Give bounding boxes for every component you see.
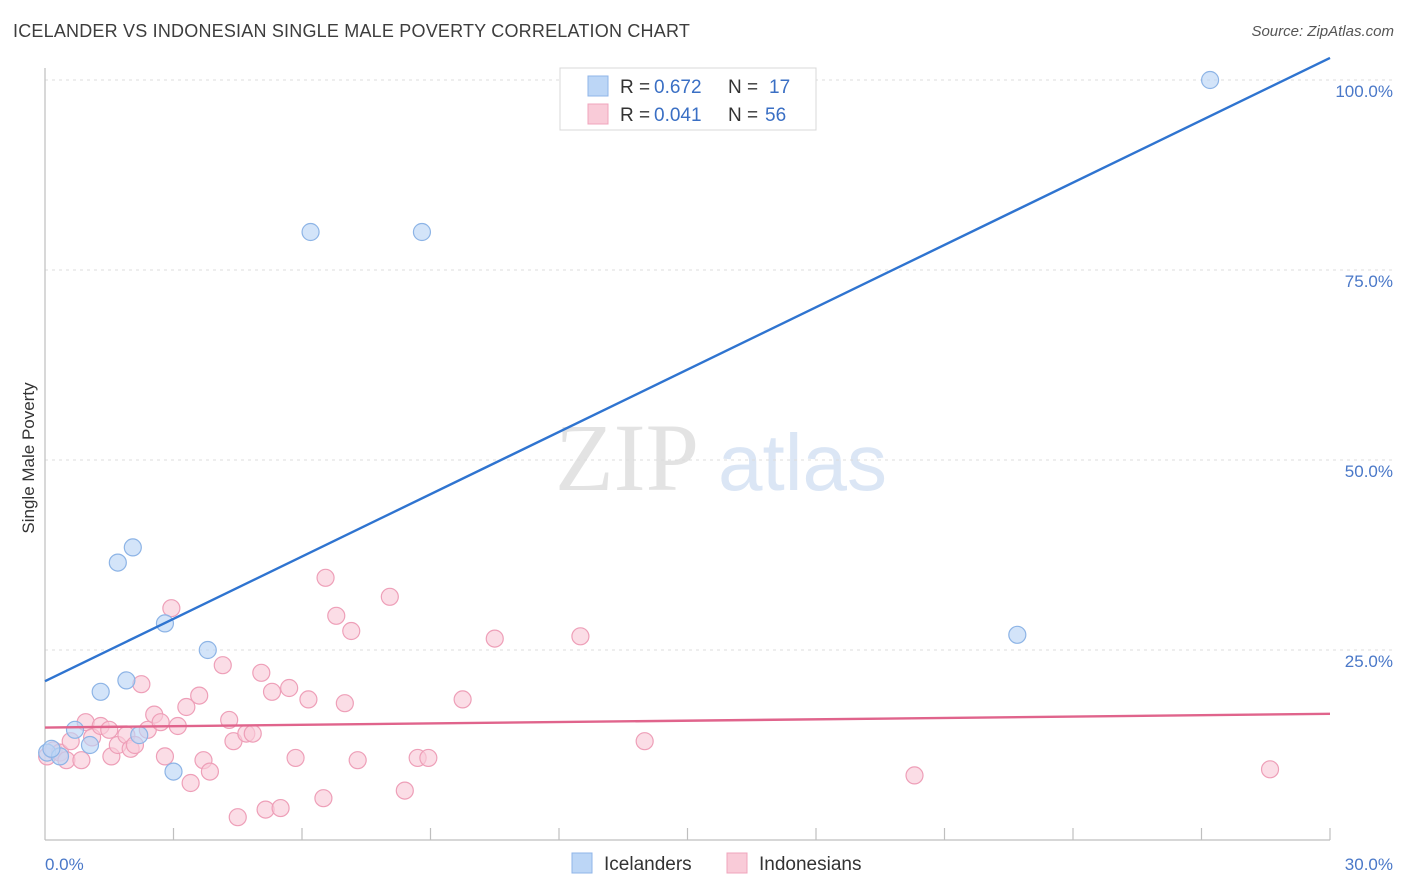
indonesian-point xyxy=(132,675,151,694)
watermark-zip: ZIP xyxy=(555,404,699,511)
indonesian-point xyxy=(419,748,438,768)
legend-n-value-icelanders: 17 xyxy=(769,77,790,98)
icelander-point xyxy=(1200,70,1220,90)
y-tick-label: 75.0% xyxy=(1345,272,1393,291)
trend-lines xyxy=(44,56,1331,729)
icelander-point xyxy=(65,720,85,739)
bottom-legend-swatch-indonesians xyxy=(726,852,748,874)
chart-title: ICELANDER VS INDONESIAN SINGLE MALE POVE… xyxy=(13,21,691,41)
indonesian-point xyxy=(380,587,399,606)
indonesian-point xyxy=(190,686,209,705)
indonesian-point xyxy=(100,720,119,739)
indonesian-point xyxy=(228,808,247,827)
legend-r-value-indonesians: 0.041 xyxy=(654,105,702,126)
indonesian-point xyxy=(252,663,271,682)
icelander-point xyxy=(108,553,127,572)
y-tick-label: 25.0% xyxy=(1345,652,1393,671)
legend-swatch-icelanders xyxy=(587,75,609,97)
indonesian-point xyxy=(485,629,504,648)
indonesian-point xyxy=(213,656,232,675)
indonesian-point xyxy=(314,789,333,808)
indonesian-point xyxy=(635,732,654,751)
icelander-points xyxy=(38,70,1220,781)
indonesian-point xyxy=(177,697,196,717)
y-tick-label: 50.0% xyxy=(1345,462,1393,481)
icelander-point xyxy=(130,726,149,745)
indonesian-point xyxy=(262,682,282,701)
icelander-point xyxy=(1008,625,1027,644)
bottom-legend-swatch-icelanders xyxy=(571,852,593,874)
watermark-atlas: atlas xyxy=(718,418,887,507)
legend-r-label-indonesians: R = xyxy=(620,105,650,126)
correlation-legend: R = 0.672 N = 17 R = 0.041 N = 56 xyxy=(559,67,817,131)
icelander-point xyxy=(301,222,320,242)
indonesian-point xyxy=(243,724,262,743)
indonesian-point xyxy=(327,606,346,625)
indonesian-points xyxy=(38,568,1280,827)
indonesian-point xyxy=(256,800,275,819)
indonesian-point xyxy=(271,798,290,818)
icelander-point xyxy=(123,538,142,557)
bottom-legend-label-indonesians: Indonesians xyxy=(759,854,861,875)
bottom-legend-label-icelanders: Icelanders xyxy=(604,854,692,875)
indonesian-point xyxy=(348,751,367,770)
icelander-point xyxy=(91,682,110,701)
y-axis-label: Single Male Poverty xyxy=(19,382,38,534)
indonesian-point xyxy=(571,627,590,646)
icelander-point xyxy=(164,762,183,781)
icelander-point xyxy=(80,735,100,755)
indonesian-point xyxy=(316,568,335,587)
y-tick-label: 100.0% xyxy=(1335,82,1393,101)
indonesian-point xyxy=(335,694,354,713)
chart-source: Source: ZipAtlas.com xyxy=(1251,23,1394,40)
legend-n-label-indonesians: N = xyxy=(728,105,758,126)
icelander-point xyxy=(117,671,136,690)
indonesian-point xyxy=(905,766,924,785)
legend-r-value-icelanders: 0.672 xyxy=(654,77,702,98)
indonesian-point xyxy=(151,713,170,732)
x-tick-label-min: 0.0% xyxy=(45,855,84,874)
indonesian-point xyxy=(299,690,318,709)
indonesian-point xyxy=(286,748,305,768)
trend-line-indonesians xyxy=(44,712,1331,729)
indonesian-point xyxy=(220,710,239,730)
legend-n-value-indonesians: 56 xyxy=(765,105,786,126)
icelander-point xyxy=(198,640,217,660)
gridlines xyxy=(45,79,1392,651)
indonesian-point xyxy=(395,781,414,800)
x-ticks xyxy=(172,828,1331,840)
icelander-point xyxy=(42,739,61,758)
series-legend: Icelanders Indonesians xyxy=(571,852,861,875)
legend-r-label-icelanders: R = xyxy=(620,77,650,98)
icelander-point xyxy=(412,222,432,242)
indonesian-point xyxy=(155,747,175,766)
trend-line-icelanders xyxy=(44,56,1331,683)
indonesian-point xyxy=(72,751,91,770)
legend-swatch-indonesians xyxy=(587,103,609,125)
y-tick-labels: 25.0% 50.0% 75.0% 100.0% xyxy=(1335,82,1393,671)
legend-n-label-icelanders: N = xyxy=(728,77,758,98)
indonesian-point xyxy=(162,599,181,618)
indonesian-point xyxy=(453,690,472,709)
indonesian-point xyxy=(342,621,361,641)
x-tick-label-max: 30.0% xyxy=(1345,855,1393,874)
indonesian-point xyxy=(181,773,200,793)
indonesian-point xyxy=(200,762,220,781)
indonesian-point xyxy=(280,678,299,698)
indonesian-point xyxy=(1260,760,1280,779)
